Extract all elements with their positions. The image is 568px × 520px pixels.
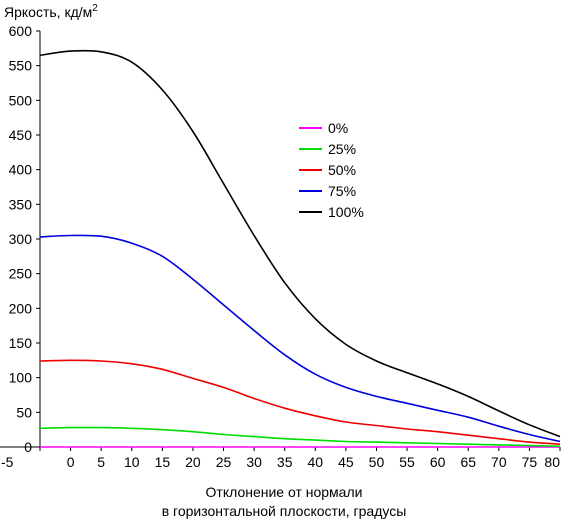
x-axis: -5 0 5 10 15 20 25 30 35 40 45 50 55 60 65 70 75 80 [0,446,561,470]
x-tick-label: 15 [155,454,171,470]
series-line-75pct [39,234,561,443]
x-tick-label: 30 [246,454,262,470]
legend-label-25pct: 25% [328,141,356,157]
y-tick-label: 350 [9,196,33,212]
y-tick-label: 400 [9,162,33,178]
y-axis-title: Яркость, кд/м2 [4,3,98,20]
y-tick-label: 550 [9,58,33,74]
y-tick-label: 450 [9,127,33,143]
series-line-25pct [39,426,561,448]
y-tick-label: 500 [9,92,33,108]
x-tick-label: 75 [522,454,538,470]
x-tick-label: 0 [67,454,75,470]
legend-label-100pct: 100% [328,204,364,220]
series-line-100pct [39,49,561,438]
x-tick-label: 20 [185,454,201,470]
y-tick-label: 250 [9,266,33,282]
x-tick-label: 10 [124,454,140,470]
legend-label-50pct: 50% [328,162,356,178]
series-lines [39,49,561,448]
x-tick-label: -5 [1,454,14,470]
y-tick-label: 300 [9,231,33,247]
y-tick-label: 150 [9,335,33,351]
y-tick-label: 100 [9,370,33,386]
y-tick-label: 200 [9,300,33,316]
x-axis-title-line-2: в горизонтальной плоскости, градусы [162,503,407,519]
y-axis-title-superscript: 2 [92,3,98,14]
x-tick-label: 45 [338,454,354,470]
legend-label-0pct: 0% [328,120,348,136]
legend-label-75pct: 75% [328,183,356,199]
x-tick-label: 65 [460,454,476,470]
x-tick-label: 25 [216,454,232,470]
x-tick-label: 60 [430,454,446,470]
y-axis-title-text: Яркость, кд/м [4,4,92,20]
x-tick-label: 5 [97,454,105,470]
x-tick-label: 80 [544,454,560,470]
x-tick-label: 35 [277,454,293,470]
x-tick-label: 70 [491,454,507,470]
x-tick-label: 40 [308,454,324,470]
legend: 0% 25% 50% 75% 100% [299,120,364,220]
x-tick-label: 55 [399,454,415,470]
x-tick-label: 50 [369,454,385,470]
y-tick-label: 600 [9,23,33,39]
y-tick-label: 50 [16,404,32,420]
x-axis-title-line-1: Отклонение от нормали [206,484,363,500]
series-line-50pct [39,359,561,445]
